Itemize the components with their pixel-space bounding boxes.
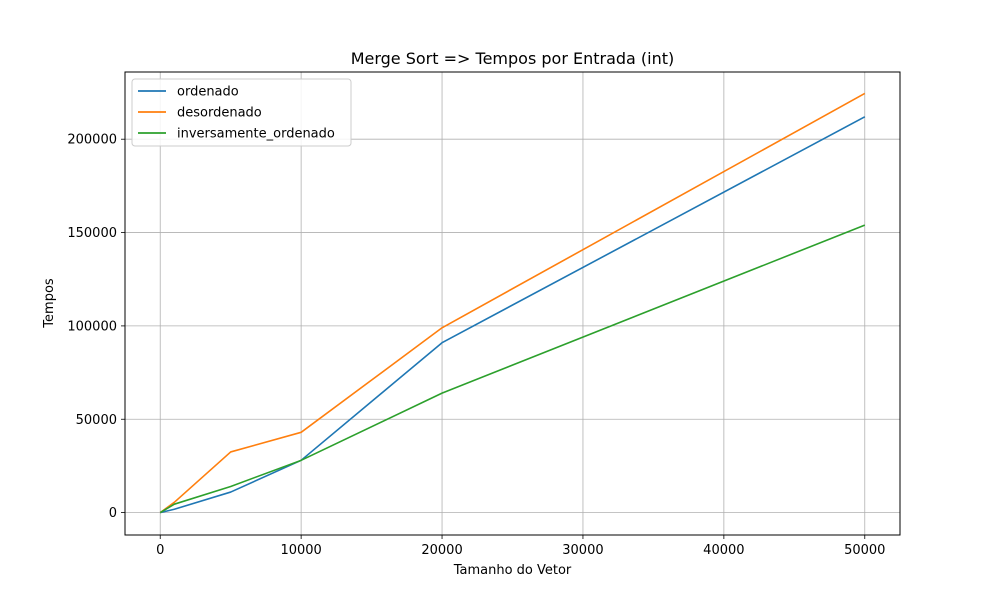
x-axis-label: Tamanho do Vetor (453, 563, 572, 578)
y-tick-label: 150000 (67, 226, 117, 241)
legend-label: inversamente_ordenado (177, 127, 335, 142)
chart-title: Merge Sort => Tempos por Entrada (int) (351, 49, 675, 68)
series-line-ordenado (160, 116, 866, 514)
y-tick-label: 100000 (67, 319, 117, 334)
y-axis-label: Tempos (42, 278, 57, 329)
x-tick-label: 50000 (844, 543, 885, 558)
y-tick-label: 0 (109, 506, 117, 521)
x-tick-label: 10000 (280, 543, 321, 558)
series-line-desordenado (159, 92, 866, 514)
y-tick-label: 200000 (67, 133, 117, 148)
x-tick-label: 30000 (562, 543, 603, 558)
x-tick-label: 40000 (703, 543, 744, 558)
legend-box (131, 78, 352, 147)
x-tick-label: 0 (156, 543, 164, 558)
legend: ordenado desordenado inversamente_ordenado (131, 78, 352, 147)
plot-frame (124, 71, 901, 536)
series-lines (159, 92, 866, 514)
legend-label: desordenado (177, 106, 262, 121)
series-line-inversamente_ordenado (159, 224, 866, 514)
legend-label: ordenado (177, 85, 239, 100)
y-tick-label: 50000 (76, 413, 117, 428)
axis-ticks: 0 10000 20000 30000 40000 50000 0 50000 100000 15… (67, 133, 885, 558)
x-tick-label: 20000 (421, 543, 462, 558)
